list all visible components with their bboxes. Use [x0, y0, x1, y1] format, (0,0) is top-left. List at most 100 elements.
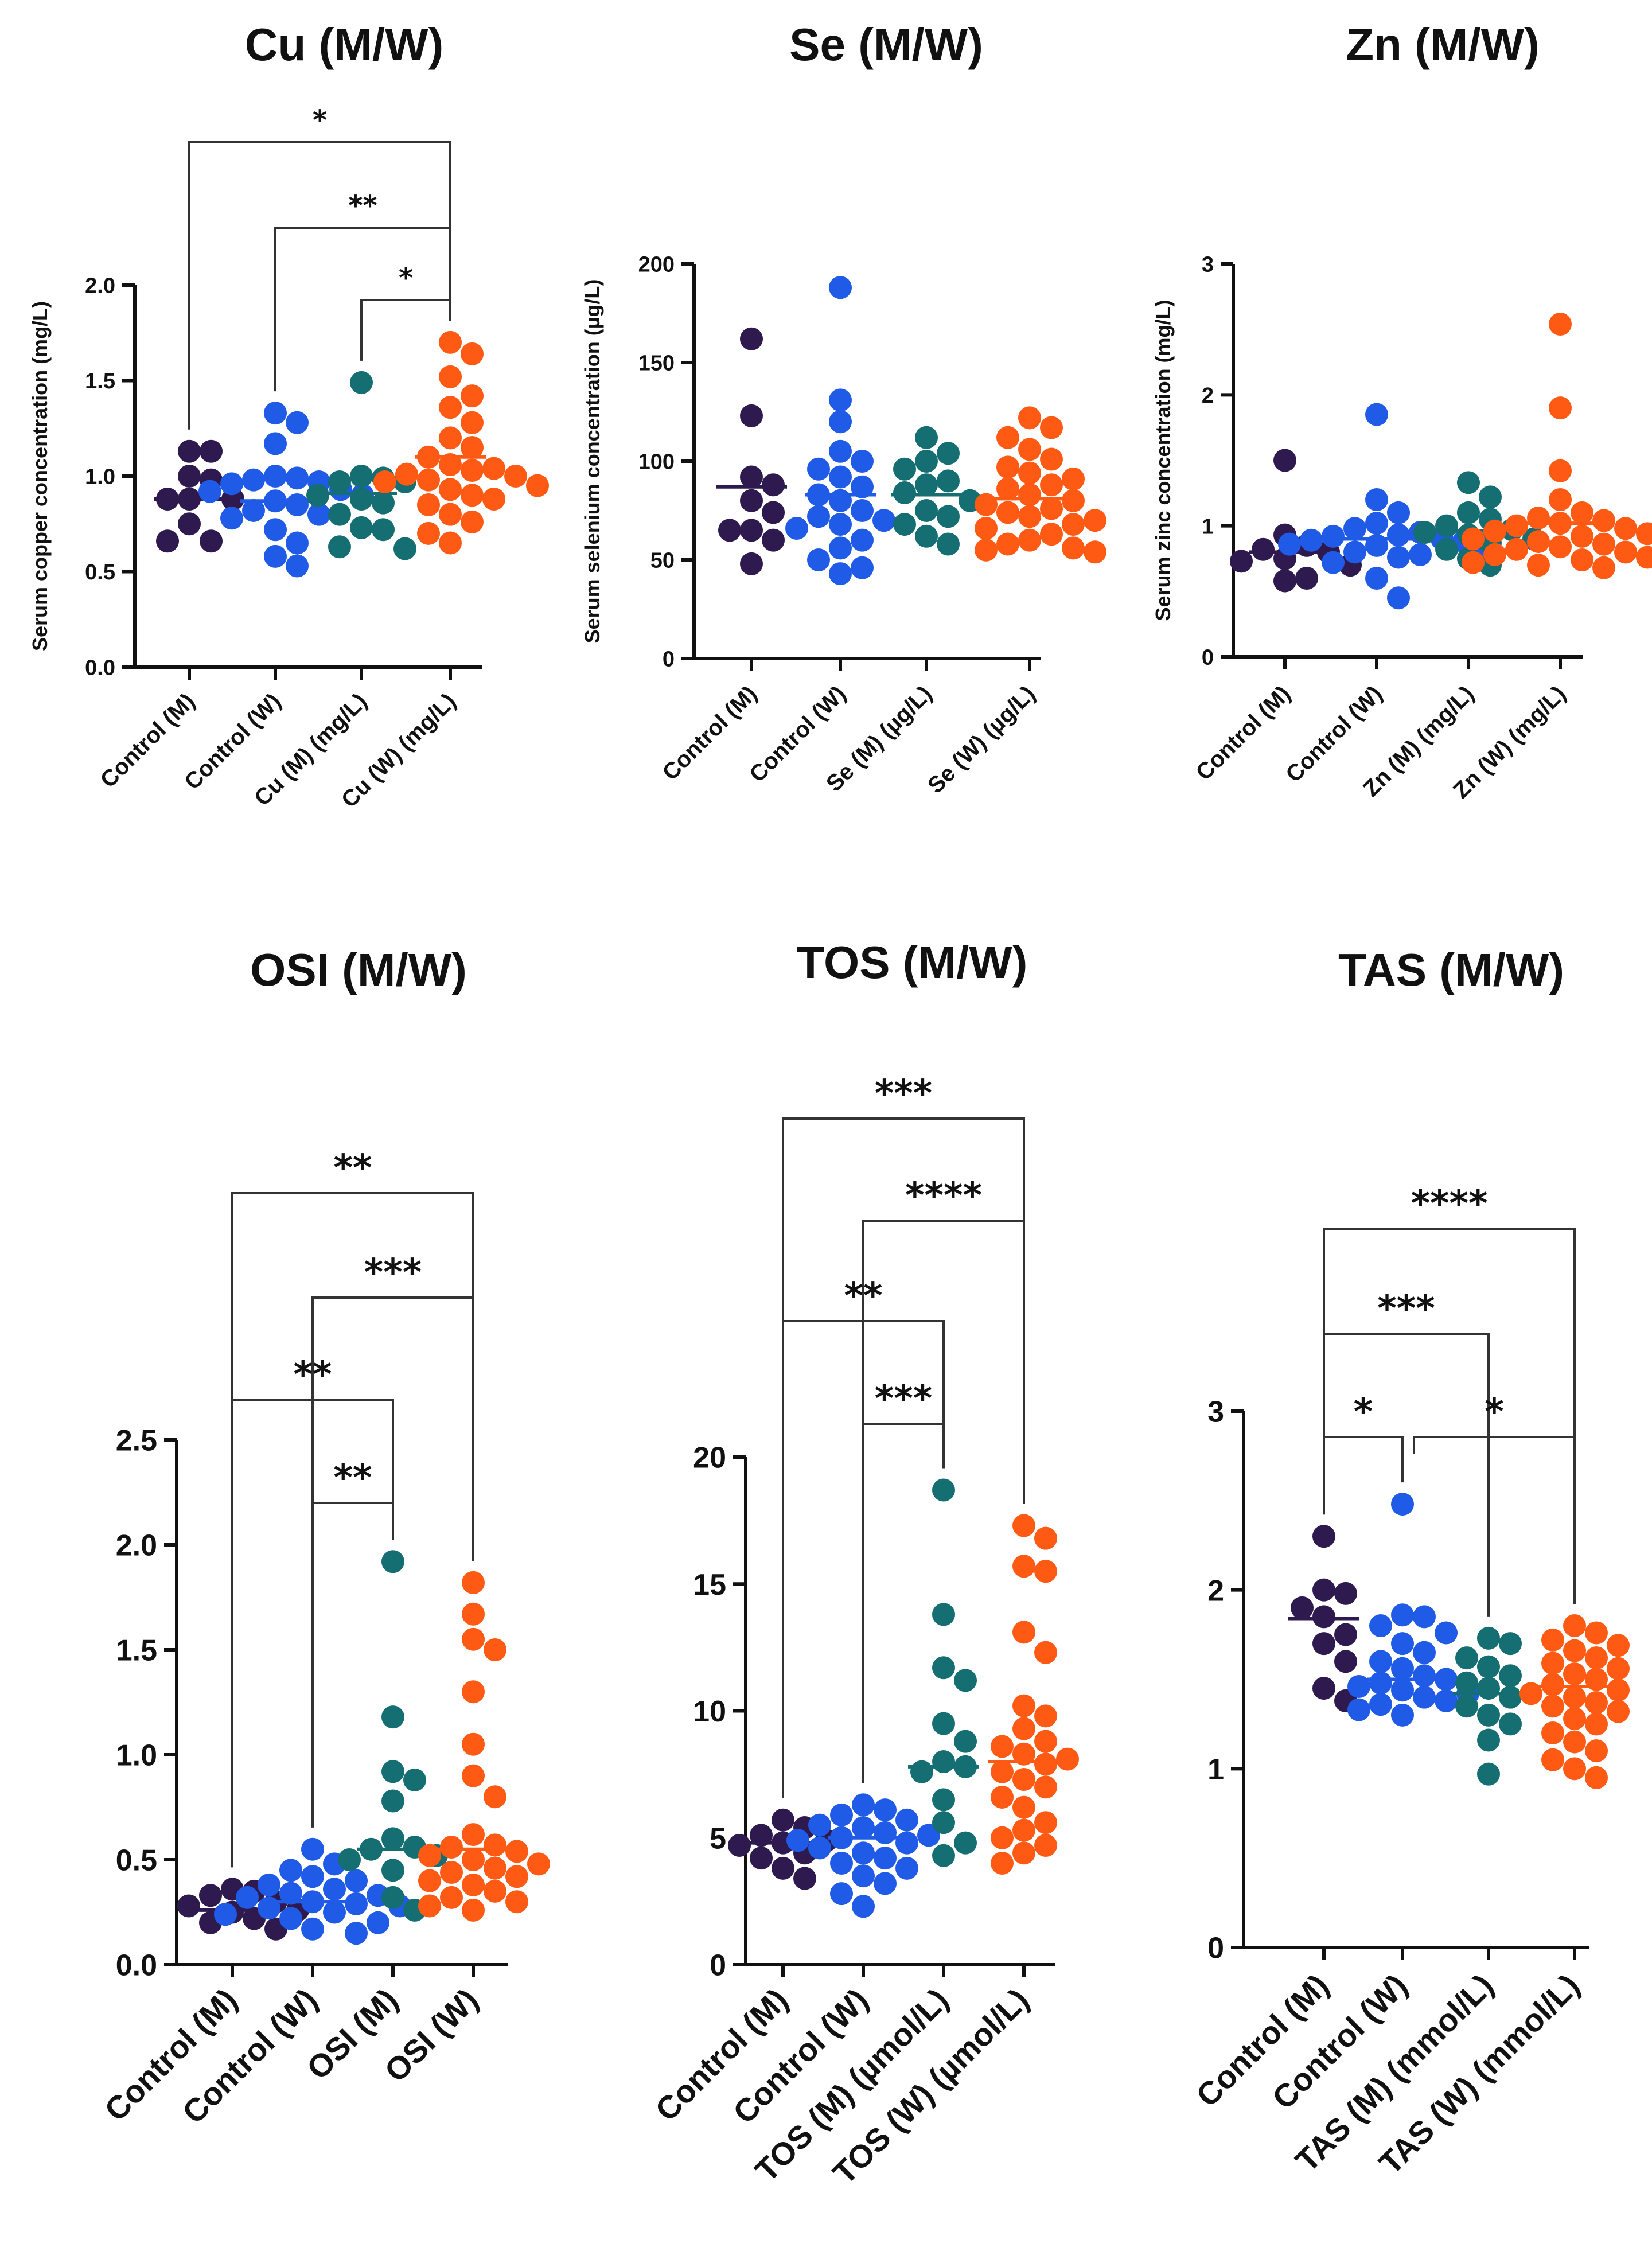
bracket-line — [1323, 1333, 1490, 1617]
data-point — [1413, 521, 1436, 544]
data-point — [1563, 1639, 1586, 1662]
data-point — [178, 512, 201, 536]
significance-label: ** — [348, 190, 377, 222]
data-point — [199, 1884, 222, 1907]
data-point — [793, 1867, 816, 1890]
data-point — [439, 365, 462, 388]
data-point — [345, 1892, 368, 1915]
significance-bracket: ** — [782, 1275, 945, 1798]
data-point — [373, 470, 396, 493]
significance-bracket: ** — [231, 1354, 394, 1868]
data-point — [750, 1847, 773, 1870]
data-point — [484, 1785, 506, 1809]
data-point — [807, 548, 830, 571]
data-point — [1527, 554, 1550, 577]
chart-title: Cu (M/W) — [245, 19, 444, 70]
data-point — [264, 402, 287, 425]
data-point — [178, 465, 201, 488]
data-point — [1571, 524, 1593, 548]
data-point — [851, 556, 874, 579]
data-point — [740, 327, 763, 350]
data-point — [286, 554, 309, 578]
series-4 — [975, 406, 1106, 564]
data-point — [1034, 1834, 1057, 1857]
series-4 — [418, 1571, 550, 1922]
significance-bracket: *** — [862, 1378, 945, 1783]
series-2 — [785, 276, 895, 586]
data-point — [1585, 1766, 1608, 1789]
data-point — [484, 1638, 506, 1661]
significance-bracket: *** — [782, 1073, 1025, 1798]
data-point — [808, 1813, 831, 1837]
y-tick-label: 0.0 — [116, 1949, 157, 1982]
y-tick-label: 2.0 — [85, 274, 115, 298]
data-point — [1636, 546, 1652, 569]
data-point — [1585, 1646, 1608, 1670]
data-point — [505, 1840, 528, 1863]
data-point — [198, 480, 221, 503]
data-point — [1387, 501, 1410, 524]
data-point — [932, 1712, 955, 1735]
data-point — [740, 465, 763, 489]
data-point — [829, 513, 852, 536]
data-point — [1549, 488, 1572, 511]
data-point — [762, 528, 785, 552]
y-tick-label: 1.5 — [85, 369, 115, 394]
data-point — [1477, 1762, 1500, 1786]
data-point — [1018, 483, 1041, 507]
y-tick-label: 1 — [1207, 1753, 1224, 1786]
data-point — [1034, 1704, 1057, 1728]
data-point — [1563, 1662, 1586, 1686]
data-point — [1334, 1650, 1357, 1673]
data-point — [937, 469, 960, 493]
data-point — [1012, 1795, 1035, 1819]
data-point — [462, 1764, 485, 1787]
data-point — [323, 1900, 346, 1924]
data-point — [851, 499, 874, 522]
data-point — [1457, 471, 1480, 494]
data-point — [1295, 567, 1318, 590]
data-point — [829, 410, 852, 434]
data-point — [1369, 1671, 1392, 1695]
data-point — [1563, 1614, 1586, 1637]
data-point — [372, 491, 395, 515]
data-point — [932, 1811, 955, 1834]
data-point — [1034, 1526, 1057, 1550]
data-point — [440, 1860, 463, 1884]
significance-bracket: * — [1413, 1391, 1576, 1604]
data-point — [996, 477, 1019, 501]
data-point — [728, 1834, 751, 1857]
data-point — [1636, 522, 1652, 546]
y-tick-label: 2.0 — [116, 1529, 157, 1563]
data-point — [1312, 1578, 1335, 1602]
y-tick-label: 0 — [1207, 1932, 1224, 1965]
data-point — [1435, 1621, 1458, 1645]
data-point — [338, 1848, 361, 1871]
data-point — [954, 1669, 977, 1692]
series-4 — [988, 1514, 1079, 1875]
data-point — [1607, 1700, 1630, 1723]
data-point — [1541, 1673, 1564, 1696]
bracket-line — [1323, 1436, 1404, 1515]
data-point — [932, 1750, 955, 1773]
data-point — [1499, 1712, 1522, 1736]
data-point — [381, 1886, 404, 1909]
y-tick-label: 100 — [638, 450, 675, 474]
data-point — [286, 493, 309, 516]
data-point — [328, 470, 351, 493]
data-point — [264, 465, 287, 488]
data-point — [1477, 1655, 1500, 1678]
data-point — [1334, 1582, 1357, 1605]
data-point — [1391, 1703, 1414, 1727]
significance-bracket: *** — [1323, 1288, 1490, 1617]
data-point — [937, 532, 960, 556]
data-point — [852, 1864, 875, 1888]
data-point — [381, 1859, 404, 1882]
data-point — [1483, 543, 1506, 566]
data-point — [1322, 551, 1345, 574]
data-point — [830, 1852, 853, 1875]
significance-label: ** — [334, 1457, 372, 1499]
significance-label: * — [399, 262, 413, 294]
bracket-line — [231, 1192, 474, 1868]
data-point — [1571, 548, 1593, 572]
